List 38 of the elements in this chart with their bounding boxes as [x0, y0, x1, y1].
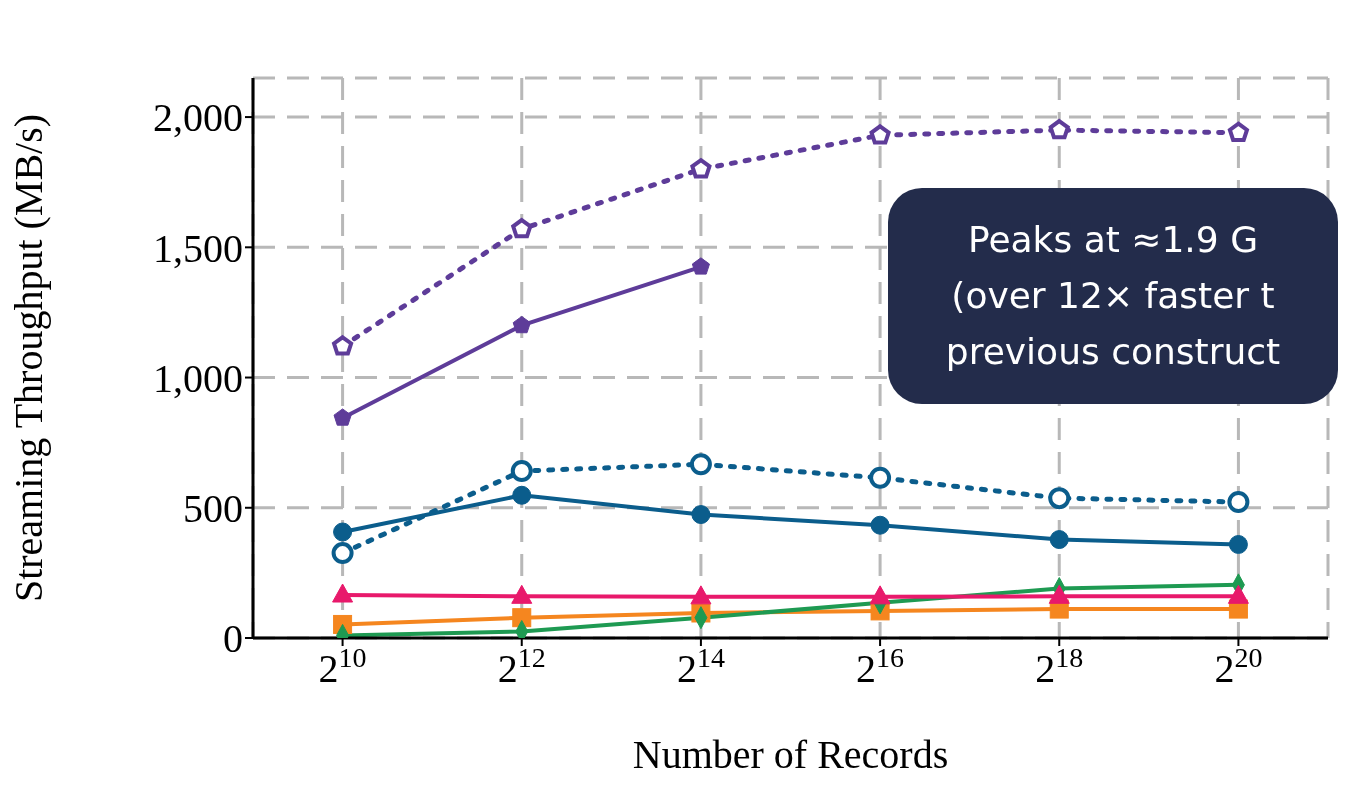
- x-axis-title: Number of Records: [632, 732, 949, 777]
- point: [1228, 534, 1248, 554]
- point: [691, 505, 711, 525]
- point: [331, 542, 354, 565]
- point: [691, 257, 710, 275]
- point: [1048, 119, 1070, 140]
- point: [511, 218, 533, 239]
- x-tick-label: 2$^{20}$: [1214, 641, 1263, 691]
- point: [869, 466, 892, 489]
- y-tick-label: 500: [183, 485, 243, 531]
- callout-box: Peaks at ≈1.9 G (over 12× faster t previous construct: [888, 188, 1338, 404]
- point: [870, 515, 890, 535]
- point: [1049, 530, 1069, 550]
- point: [869, 585, 891, 605]
- point: [333, 522, 353, 542]
- point: [869, 124, 891, 145]
- point: [512, 485, 532, 505]
- point: [689, 453, 712, 476]
- point: [332, 335, 354, 356]
- x-tick-label: 2$^{18}$: [1035, 641, 1084, 691]
- y-tick-label: 0: [223, 616, 243, 662]
- point: [690, 585, 712, 605]
- y-tick-label: 2,000: [153, 95, 243, 141]
- x-tick-label: 2$^{10}$: [318, 641, 367, 691]
- point: [1227, 491, 1250, 514]
- y-tick-label: 1,000: [153, 355, 243, 401]
- point: [512, 315, 531, 334]
- point: [333, 408, 352, 426]
- point: [1227, 121, 1249, 142]
- x-tick-label: 2$^{16}$: [856, 641, 905, 691]
- y-axis-title: Streaming Throughput (MB/s): [6, 113, 52, 603]
- point: [510, 460, 533, 483]
- point: [1048, 487, 1071, 510]
- y-tick-label: 1,500: [153, 225, 243, 271]
- point: [690, 158, 712, 179]
- x-tick-label: 2$^{14}$: [676, 641, 725, 691]
- point: [332, 583, 354, 603]
- x-tick-label: 2$^{12}$: [497, 641, 546, 691]
